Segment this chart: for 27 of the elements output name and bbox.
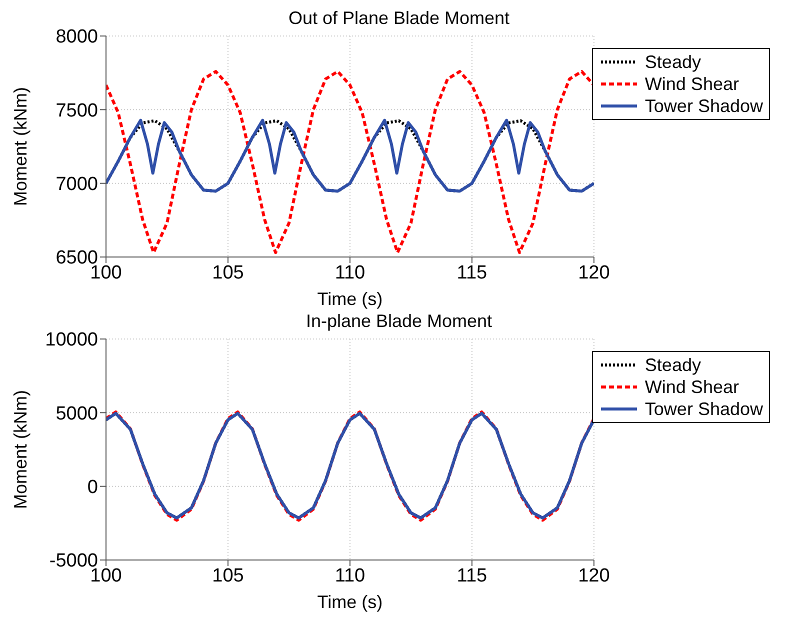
x-tick-label: 105 [212, 565, 244, 586]
legend-label: Wind Shear [644, 73, 739, 95]
y-tick-label: 7500 [56, 100, 98, 122]
y-tick-label: 5000 [56, 403, 98, 424]
y-tick-label: 7000 [56, 174, 98, 196]
y-axis-title: Moment (kNm) [10, 86, 30, 206]
x-tick-label: 115 [456, 262, 488, 284]
y-tick-label: 10000 [45, 330, 98, 351]
y-axis-title: Moment (kNm) [10, 390, 30, 510]
x-axis-title: Time (s) [317, 592, 383, 612]
legend-label: Steady [644, 354, 701, 376]
x-tick-label: 110 [334, 262, 366, 284]
legend-label: Tower Shadow [644, 398, 763, 420]
line-series [106, 70, 594, 254]
y-tick-label: 8000 [56, 26, 98, 48]
chart-title: Out of Plane Blade Moment [288, 8, 510, 28]
x-axis-title: Time (s) [317, 289, 383, 309]
y-tick-label: 0 [87, 477, 98, 498]
legend-label: Steady [644, 51, 701, 73]
legend-label: Wind Shear [644, 376, 739, 398]
x-tick-label: 110 [334, 565, 366, 586]
x-tick-label: 120 [578, 262, 610, 284]
x-tick-label: 120 [578, 565, 610, 586]
x-tick-label: 105 [212, 262, 244, 284]
x-tick-label: 115 [456, 565, 488, 586]
chart-title: In-plane Blade Moment [306, 311, 492, 331]
legend-label: Tower Shadow [644, 95, 763, 117]
